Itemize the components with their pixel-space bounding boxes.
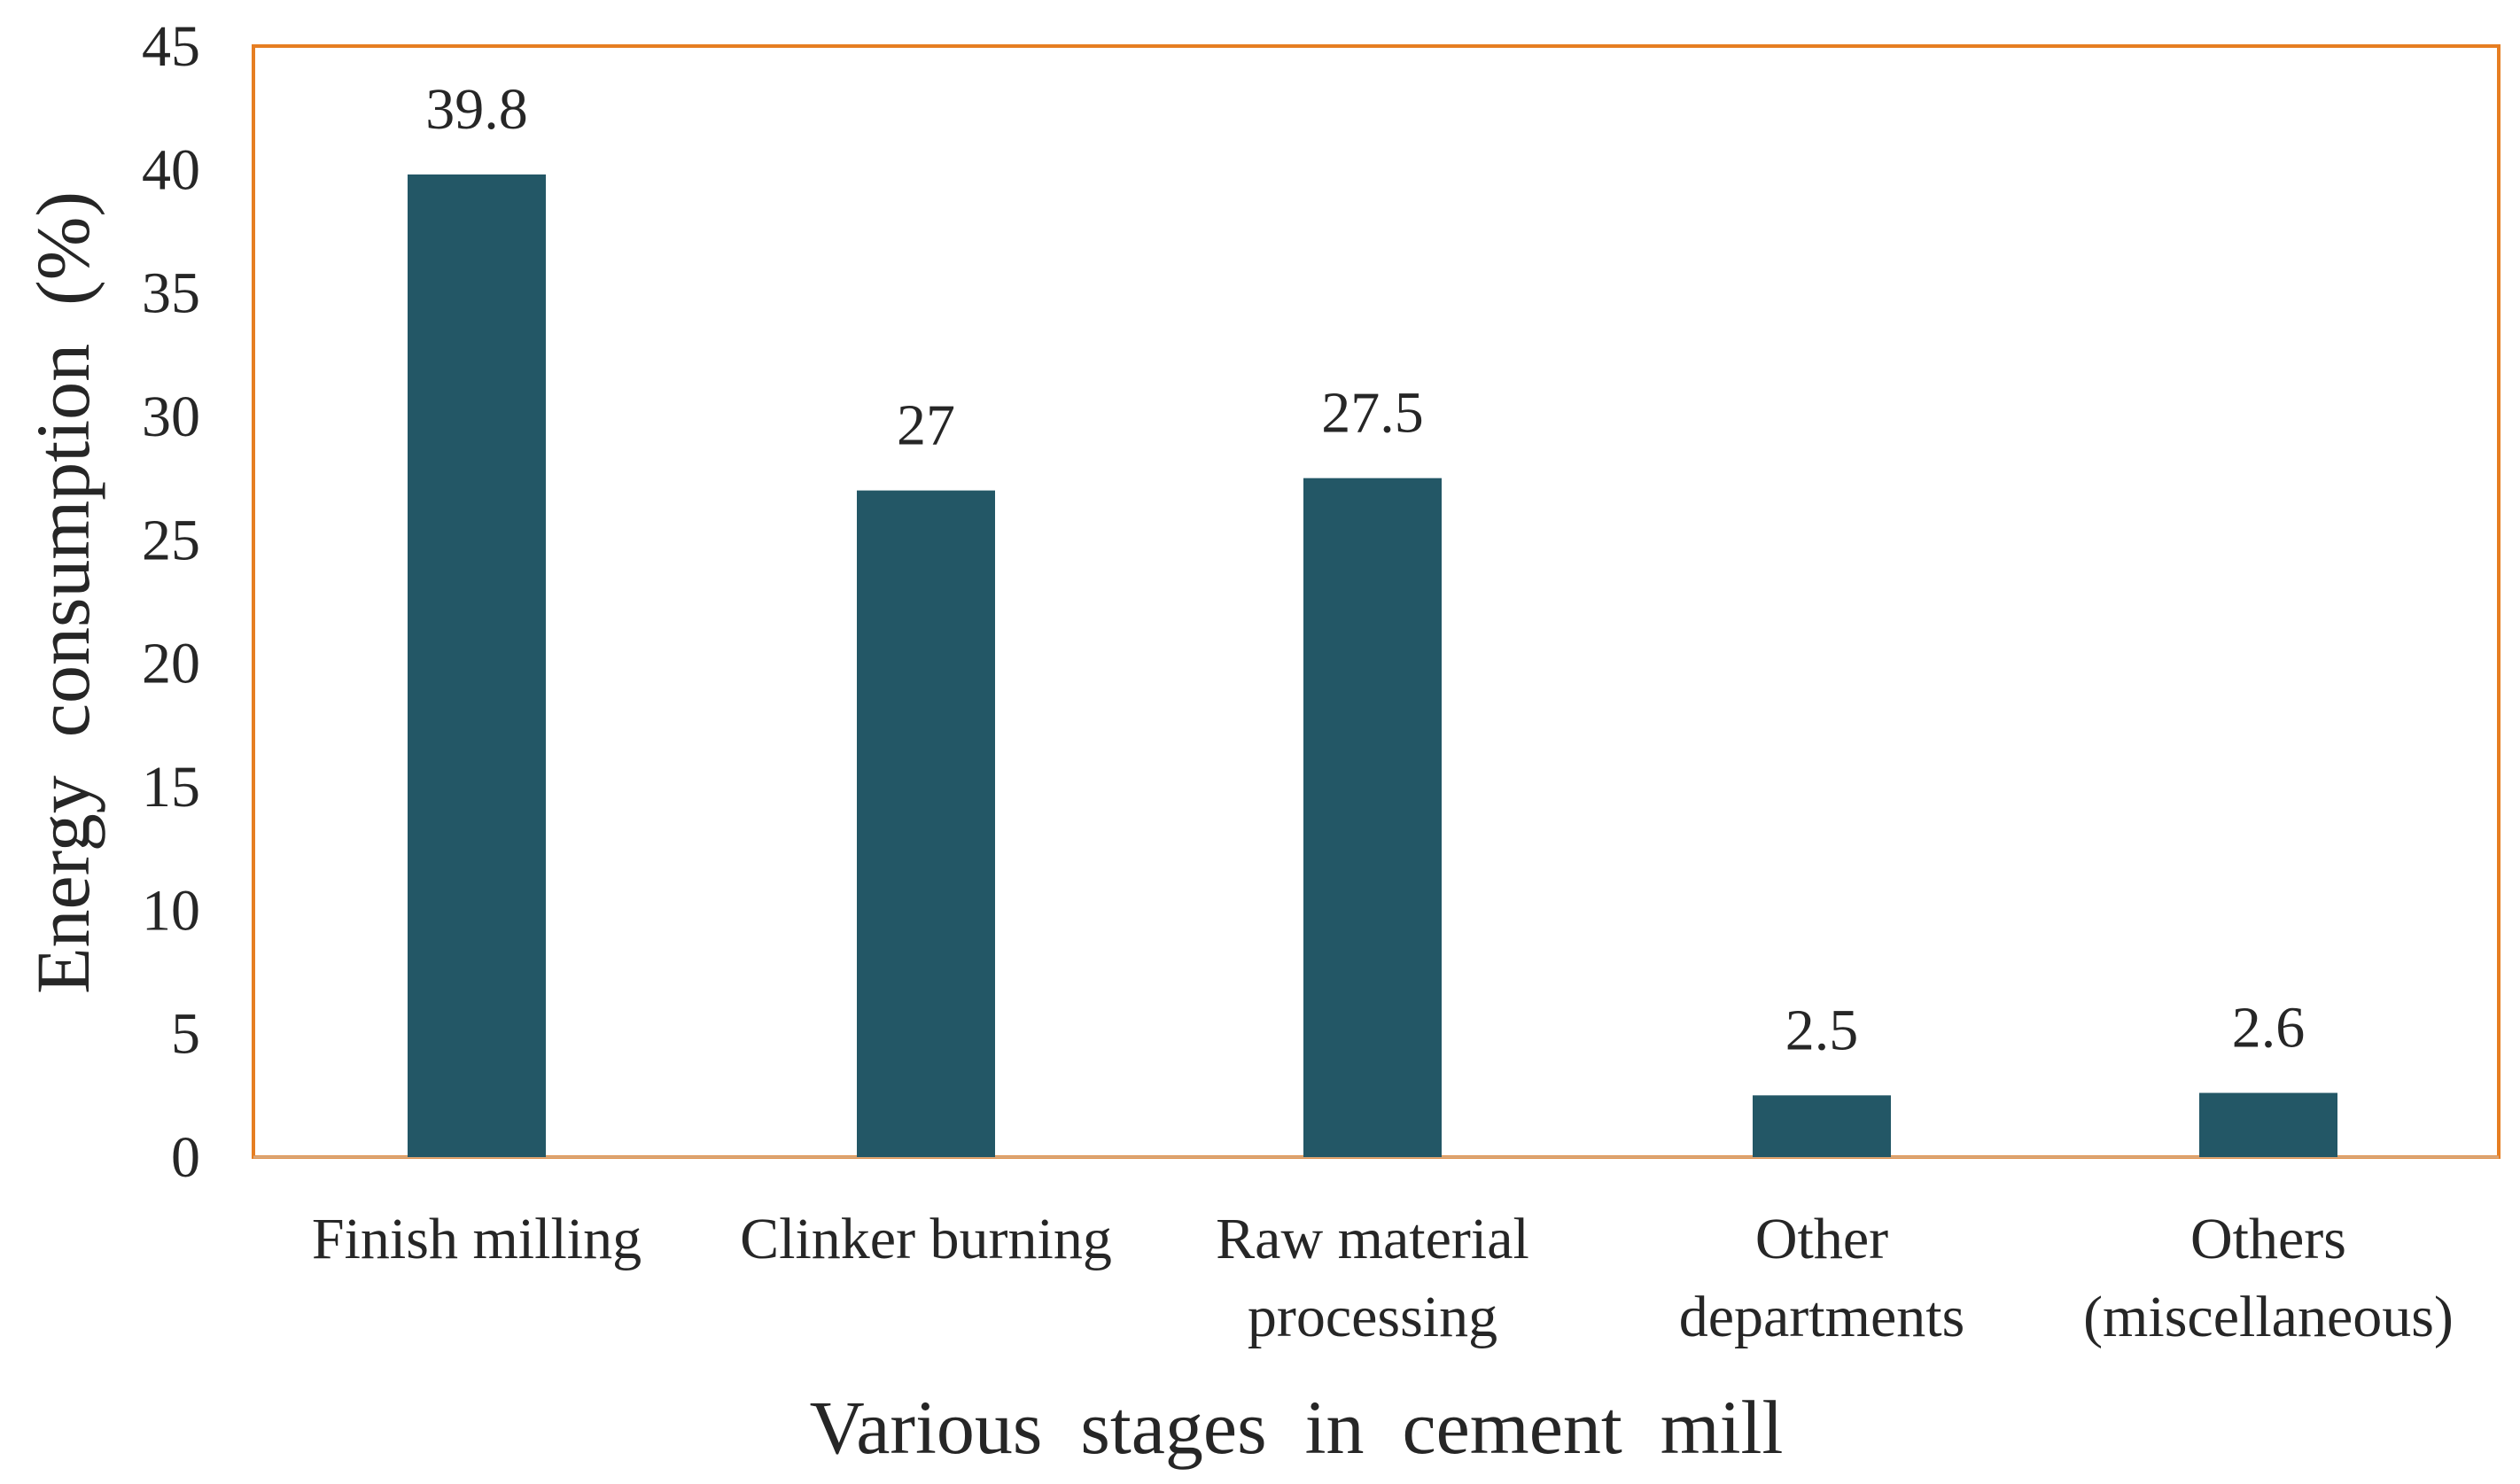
y-tick-label: 35 <box>142 261 200 326</box>
data-label: 39.8 <box>425 77 528 142</box>
y-tick-label: 5 <box>171 1002 200 1067</box>
y-tick-label: 0 <box>171 1125 200 1190</box>
y-tick-label: 30 <box>142 385 200 449</box>
y-axis-title: Energy consumption (%) <box>20 191 105 994</box>
y-tick-label: 25 <box>142 508 200 572</box>
bar <box>1303 478 1442 1157</box>
x-category-label: Finish milling <box>312 1207 642 1271</box>
bar <box>408 174 546 1158</box>
data-label: 2.6 <box>2232 996 2306 1061</box>
data-label: 27.5 <box>1321 381 1424 446</box>
y-tick-label: 20 <box>142 632 200 696</box>
data-labels: 39.8 27 27.5 2.5 2.6 <box>425 77 2305 1062</box>
x-category-label: Others (miscellaneous) <box>2083 1207 2454 1349</box>
y-axis-ticks: 0 5 10 15 20 25 30 35 40 45 <box>142 14 200 1190</box>
bar <box>857 490 995 1157</box>
bar <box>1753 1095 1891 1157</box>
x-axis-category-labels: Finish milling Clinker burning Raw materia… <box>312 1207 2454 1349</box>
y-tick-label: 40 <box>142 137 200 202</box>
x-category-label: Other departments <box>1679 1207 1965 1349</box>
data-label: 27 <box>897 393 955 458</box>
x-category-label: Raw material processing <box>1216 1207 1529 1349</box>
y-tick-label: 15 <box>142 755 200 820</box>
y-tick-label: 45 <box>142 14 200 79</box>
x-axis-title: Various stages in cement mill <box>810 1385 1784 1470</box>
bars <box>408 174 2337 1158</box>
y-tick-label: 10 <box>142 878 200 943</box>
bar <box>2199 1092 2337 1157</box>
data-label: 2.5 <box>1785 998 1859 1062</box>
x-category-label: Clinker burning <box>740 1207 1112 1271</box>
